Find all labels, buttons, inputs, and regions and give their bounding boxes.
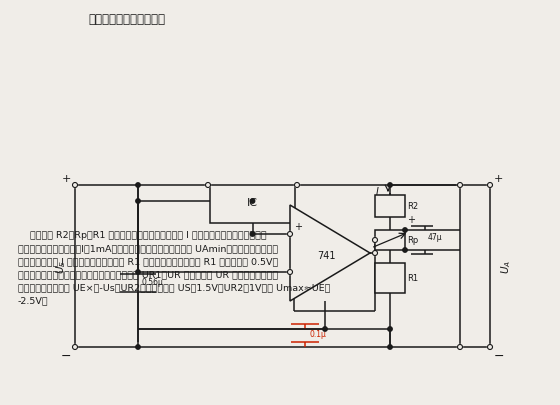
Text: −: − (494, 349, 505, 362)
Text: R1: R1 (407, 274, 418, 283)
Text: I: I (376, 187, 379, 196)
Circle shape (458, 345, 463, 350)
Text: +: + (294, 222, 302, 231)
Text: $U_E$: $U_E$ (54, 259, 68, 273)
Text: 大器的输入电流，即约为I＝1mA。但它又决定于输出电压最低值 UAmin，故在调节到最高输: 大器的输入电流，即约为I＝1mA。但它又决定于输出电压最低值 UAmin，故在调… (18, 243, 278, 252)
Circle shape (72, 183, 77, 188)
Circle shape (72, 345, 77, 350)
Text: 以稳定运算放大器的工作范围。最低输出电压由 UR1＋UR 决定，这里 UR 集成稳压器恒定电: 以稳定运算放大器的工作范围。最低输出电压由 UR1＋UR 决定，这里 UR 集成… (18, 269, 278, 278)
Text: 0.56μ: 0.56μ (142, 278, 164, 287)
Circle shape (388, 327, 392, 331)
Bar (375, 196, 405, 217)
Text: 输出电压可调的稳压电路: 输出电压可调的稳压电路 (88, 13, 165, 26)
Circle shape (458, 183, 463, 188)
Bar (375, 263, 405, 293)
Text: 压。最大输出电压由 UE×（-Us＋UR2）决定。如果 US＝1.5V，UR2＝1V，则 Umax≈UE＝: 压。最大输出电压由 UE×（-Us＋UR2）决定。如果 US＝1.5V，UR2＝… (18, 282, 330, 291)
Circle shape (136, 345, 140, 350)
Text: 出电压值时电流 I 也应相应地变大。电阻 R1 取值应使低输出电压下 R1 上电压大于 0.5V，: 出电压值时电流 I 也应相应地变大。电阻 R1 取值应使低输出电压下 R1 上电… (18, 256, 278, 265)
Circle shape (403, 228, 407, 232)
Circle shape (136, 270, 140, 275)
Circle shape (287, 270, 292, 275)
Circle shape (372, 238, 377, 243)
Circle shape (388, 183, 392, 188)
Circle shape (250, 232, 255, 237)
Circle shape (295, 183, 300, 188)
Text: -2.5V。: -2.5V。 (18, 295, 49, 304)
Circle shape (488, 345, 492, 350)
Text: $U_A$: $U_A$ (499, 259, 513, 273)
Text: 该电路中 R2＋Rp＋R1 支路电阻值的大小决定了电流 I 的大小，此电流应大于运算放: 该电路中 R2＋Rp＋R1 支路电阻值的大小决定了电流 I 的大小，此电流应大于… (18, 230, 267, 239)
Text: Rp: Rp (407, 236, 418, 245)
Text: +: + (62, 174, 71, 183)
Text: 0.1μ: 0.1μ (309, 330, 326, 339)
Circle shape (287, 232, 292, 237)
Text: R2: R2 (407, 202, 418, 211)
Text: IC: IC (247, 198, 258, 207)
Circle shape (206, 183, 211, 188)
Circle shape (323, 327, 327, 331)
Circle shape (488, 183, 492, 188)
Text: 741: 741 (317, 250, 335, 260)
Circle shape (136, 183, 140, 188)
Text: −: − (60, 349, 71, 362)
Polygon shape (290, 205, 370, 301)
Circle shape (136, 199, 140, 204)
Circle shape (250, 199, 255, 204)
Circle shape (388, 345, 392, 350)
Bar (210, 185, 295, 224)
Text: 47μ: 47μ (428, 233, 442, 242)
Circle shape (403, 248, 407, 253)
Circle shape (372, 251, 377, 256)
Text: +: + (407, 215, 415, 224)
Text: +: + (494, 174, 503, 183)
Bar (375, 230, 405, 250)
